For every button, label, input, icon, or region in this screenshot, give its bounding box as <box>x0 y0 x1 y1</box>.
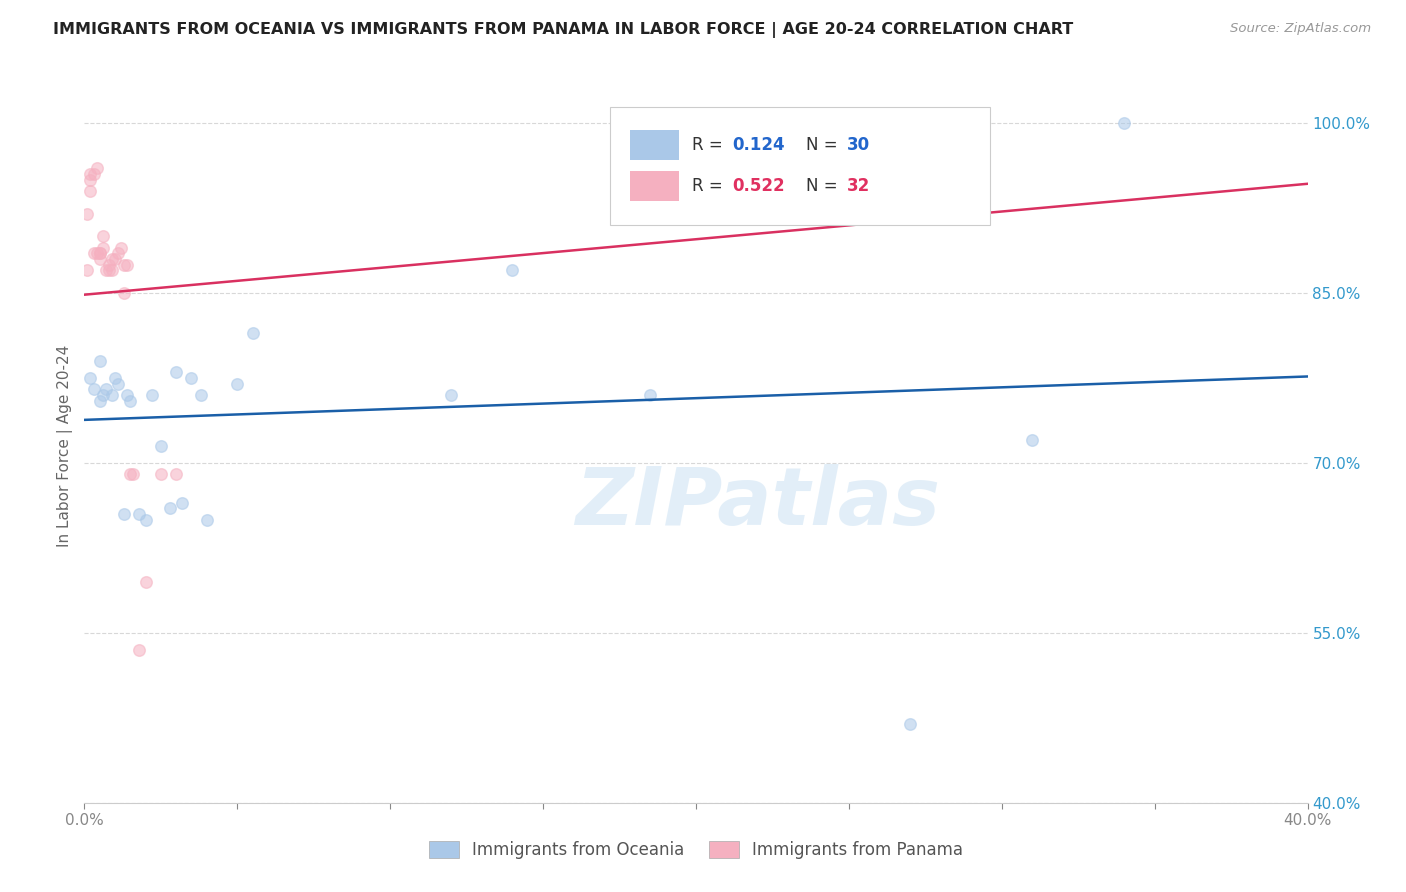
Point <box>180 371 202 385</box>
Point <box>83 167 105 181</box>
Point <box>149 439 172 453</box>
Point <box>120 467 142 482</box>
Point <box>104 371 127 385</box>
Point <box>89 354 111 368</box>
Point <box>104 252 127 266</box>
Point <box>86 161 108 176</box>
Point <box>79 167 101 181</box>
Text: 30: 30 <box>846 136 869 153</box>
Point <box>128 507 150 521</box>
Point <box>195 513 218 527</box>
Text: 0.124: 0.124 <box>733 136 786 153</box>
Point <box>172 495 194 509</box>
Point <box>120 393 142 408</box>
Point <box>115 258 138 272</box>
Text: N =: N = <box>806 177 844 194</box>
Point <box>159 501 181 516</box>
FancyBboxPatch shape <box>630 130 679 160</box>
Legend: Immigrants from Oceania, Immigrants from Panama: Immigrants from Oceania, Immigrants from… <box>422 834 970 866</box>
Point <box>226 376 249 391</box>
Point <box>83 246 105 260</box>
Point <box>107 246 129 260</box>
Point <box>502 263 524 277</box>
Point <box>97 258 120 272</box>
Point <box>76 263 98 277</box>
Point <box>89 246 111 260</box>
Point <box>898 716 921 731</box>
Point <box>440 388 463 402</box>
FancyBboxPatch shape <box>610 107 990 225</box>
Point <box>101 252 124 266</box>
Point <box>110 241 132 255</box>
Text: R =: R = <box>692 136 728 153</box>
Point <box>122 467 145 482</box>
Point <box>89 252 111 266</box>
Text: R =: R = <box>692 177 728 194</box>
Point <box>149 467 172 482</box>
Text: N =: N = <box>806 136 844 153</box>
Point <box>97 263 120 277</box>
Point <box>94 263 117 277</box>
Point <box>1021 434 1043 448</box>
Point <box>79 184 101 198</box>
Point <box>135 574 157 589</box>
Point <box>242 326 264 340</box>
Point <box>107 376 129 391</box>
Point <box>112 507 135 521</box>
Point <box>135 513 157 527</box>
Point <box>83 383 105 397</box>
Point <box>1114 116 1136 130</box>
Text: IMMIGRANTS FROM OCEANIA VS IMMIGRANTS FROM PANAMA IN LABOR FORCE | AGE 20-24 COR: IMMIGRANTS FROM OCEANIA VS IMMIGRANTS FR… <box>53 22 1074 38</box>
Point <box>89 393 111 408</box>
Point <box>76 207 98 221</box>
Point <box>638 116 661 130</box>
Point <box>86 246 108 260</box>
Point <box>112 286 135 301</box>
Y-axis label: In Labor Force | Age 20-24: In Labor Force | Age 20-24 <box>58 345 73 547</box>
Point <box>128 643 150 657</box>
Point <box>112 258 135 272</box>
Text: 0.522: 0.522 <box>733 177 786 194</box>
Point <box>91 388 114 402</box>
Text: 32: 32 <box>846 177 870 194</box>
Point <box>79 371 101 385</box>
Point <box>89 246 111 260</box>
Point <box>91 241 114 255</box>
Point <box>638 388 661 402</box>
Point <box>165 365 187 379</box>
Point <box>115 388 138 402</box>
Text: ZIPatlas: ZIPatlas <box>575 464 939 542</box>
FancyBboxPatch shape <box>630 170 679 201</box>
Point <box>101 388 124 402</box>
Point <box>79 173 101 187</box>
Text: Source: ZipAtlas.com: Source: ZipAtlas.com <box>1230 22 1371 36</box>
Point <box>190 388 212 402</box>
Point <box>165 467 187 482</box>
Point <box>91 229 114 244</box>
Point <box>141 388 163 402</box>
Point <box>101 263 124 277</box>
Point <box>94 383 117 397</box>
